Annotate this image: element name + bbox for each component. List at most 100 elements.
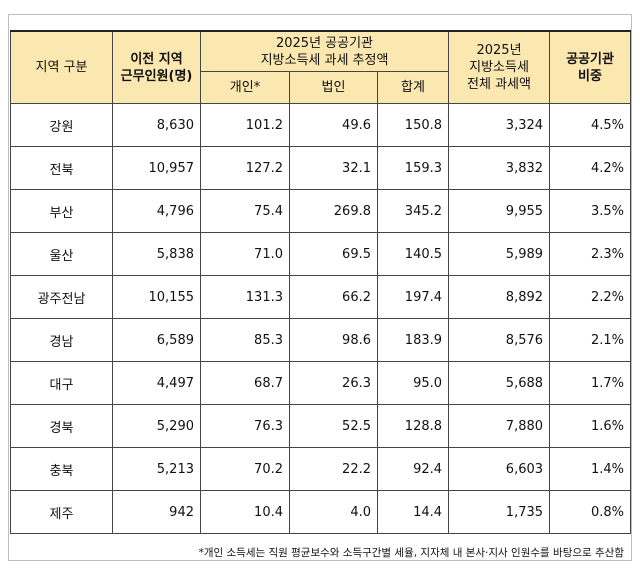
cell-share: 2.1%	[549, 318, 632, 362]
cell-region: 울산	[10, 232, 113, 276]
table-frame	[8, 14, 632, 561]
cell-share: 1.6%	[549, 404, 632, 448]
cell-sum: 14.4	[376, 490, 450, 534]
cell-individual: 70.2	[200, 447, 290, 491]
cell-region: 대구	[10, 361, 113, 405]
header-relocation-staff: 이전 지역 근무인원(명)	[112, 30, 201, 104]
cell-share: 4.5%	[549, 103, 632, 147]
cell-share: 3.5%	[549, 189, 632, 233]
cell-total: 5,989	[448, 232, 551, 276]
cell-staff: 6,589	[112, 318, 201, 362]
cell-staff: 4,796	[112, 189, 201, 233]
header-corporate: 법인	[289, 71, 378, 104]
cell-share: 2.2%	[549, 275, 632, 319]
header-total-tax: 2025년 지방소득세 전체 과세액	[448, 30, 551, 104]
cell-staff: 10,957	[112, 146, 201, 190]
cell-corporate: 32.1	[289, 146, 378, 190]
cell-total: 7,880	[448, 404, 551, 448]
header-row-1: 지역 구분 이전 지역 근무인원(명) 2025년 공공기관 지방소득세 과세 …	[10, 30, 632, 104]
header-total-line3: 전체 과세액	[467, 77, 531, 92]
cell-individual: 10.4	[200, 490, 290, 534]
table-row: 광주전남 10,155 131.3 66.2 197.4 8,892 2.2%	[10, 275, 632, 319]
cell-staff: 8,630	[112, 103, 201, 147]
cell-total: 8,576	[448, 318, 551, 362]
cell-total: 5,688	[448, 361, 551, 405]
cell-individual: 127.2	[200, 146, 290, 190]
cell-individual: 68.7	[200, 361, 290, 405]
header-region: 지역 구분	[10, 30, 113, 104]
cell-corporate: 49.6	[289, 103, 378, 147]
cell-sum: 183.9	[376, 318, 450, 362]
cell-region: 부산	[10, 189, 113, 233]
cell-share: 4.2%	[549, 146, 632, 190]
footnote: *개인 소득세는 직원 평균보수와 소득구간별 세율, 지자체 내 본사·지사 …	[198, 547, 624, 559]
cell-individual: 76.3	[200, 404, 290, 448]
table-body: 강원 8,630 101.2 49.6 150.8 3,324 4.5% 전북 10,957 1…	[10, 103, 632, 534]
cell-sum: 95.0	[376, 361, 450, 405]
cell-staff: 5,838	[112, 232, 201, 276]
header-relocation-line2: 근무인원(명)	[120, 68, 193, 84]
cell-staff: 5,290	[112, 404, 201, 448]
cell-region: 충북	[10, 447, 113, 491]
header-individual: 개인*	[200, 71, 290, 104]
header-share: 공공기관 비중	[549, 30, 632, 104]
table-row: 울산 5,838 71.0 69.5 140.5 5,989 2.3%	[10, 232, 632, 276]
cell-corporate: 26.3	[289, 361, 378, 405]
cell-corporate: 22.2	[289, 447, 378, 491]
cell-individual: 101.2	[200, 103, 290, 147]
table-row: 부산 4,796 75.4 269.8 345.2 9,955 3.5%	[10, 189, 632, 233]
cell-sum: 128.8	[376, 404, 450, 448]
table-row: 경북 5,290 76.3 52.5 128.8 7,880 1.6%	[10, 404, 632, 448]
cell-sum: 197.4	[376, 275, 450, 319]
cell-corporate: 52.5	[289, 404, 378, 448]
header-relocation-line1: 이전 지역	[130, 51, 183, 67]
cell-region: 전북	[10, 146, 113, 190]
cell-individual: 75.4	[200, 189, 290, 233]
cell-staff: 5,213	[112, 447, 201, 491]
header-estimate-line2: 지방소득세 과세 추정액	[260, 52, 389, 68]
cell-individual: 71.0	[200, 232, 290, 276]
cell-total: 6,603	[448, 447, 551, 491]
header-share-line2: 비중	[578, 68, 602, 84]
cell-staff: 4,497	[112, 361, 201, 405]
cell-share: 2.3%	[549, 232, 632, 276]
tax-table: 지역 구분 이전 지역 근무인원(명) 2025년 공공기관 지방소득세 과세 …	[10, 30, 632, 534]
cell-sum: 345.2	[376, 189, 450, 233]
cell-sum: 159.3	[376, 146, 450, 190]
cell-region: 강원	[10, 103, 113, 147]
cell-share: 0.8%	[549, 490, 632, 534]
cell-corporate: 69.5	[289, 232, 378, 276]
table-row: 충북 5,213 70.2 22.2 92.4 6,603 1.4%	[10, 447, 632, 491]
cell-region: 경북	[10, 404, 113, 448]
header-sum: 합계	[376, 71, 450, 104]
header-total-line2: 지방소득세	[469, 60, 529, 75]
cell-total: 9,955	[448, 189, 551, 233]
cell-corporate: 4.0	[289, 490, 378, 534]
cell-corporate: 269.8	[289, 189, 378, 233]
cell-total: 3,324	[448, 103, 551, 147]
cell-share: 1.7%	[549, 361, 632, 405]
cell-total: 8,892	[448, 275, 551, 319]
cell-region: 광주전남	[10, 275, 113, 319]
table-row: 경남 6,589 85.3 98.6 183.9 8,576 2.1%	[10, 318, 632, 362]
cell-total: 1,735	[448, 490, 551, 534]
cell-staff: 10,155	[112, 275, 201, 319]
cell-corporate: 98.6	[289, 318, 378, 362]
cell-individual: 85.3	[200, 318, 290, 362]
cell-total: 3,832	[448, 146, 551, 190]
cell-individual: 131.3	[200, 275, 290, 319]
header-share-line1: 공공기관	[566, 51, 614, 67]
cell-sum: 150.8	[376, 103, 450, 147]
cell-staff: 942	[112, 490, 201, 534]
cell-region: 제주	[10, 490, 113, 534]
cell-region: 경남	[10, 318, 113, 362]
table-row: 대구 4,497 68.7 26.3 95.0 5,688 1.7%	[10, 361, 632, 405]
cell-share: 1.4%	[549, 447, 632, 491]
table-row: 전북 10,957 127.2 32.1 159.3 3,832 4.2%	[10, 146, 632, 190]
header-total-line1: 2025년	[476, 43, 522, 58]
cell-sum: 92.4	[376, 447, 450, 491]
header-estimate-line1: 2025년 공공기관	[275, 35, 374, 51]
table-row: 강원 8,630 101.2 49.6 150.8 3,324 4.5%	[10, 103, 632, 147]
header-estimate: 2025년 공공기관 지방소득세 과세 추정액	[199, 30, 450, 72]
cell-sum: 140.5	[376, 232, 450, 276]
